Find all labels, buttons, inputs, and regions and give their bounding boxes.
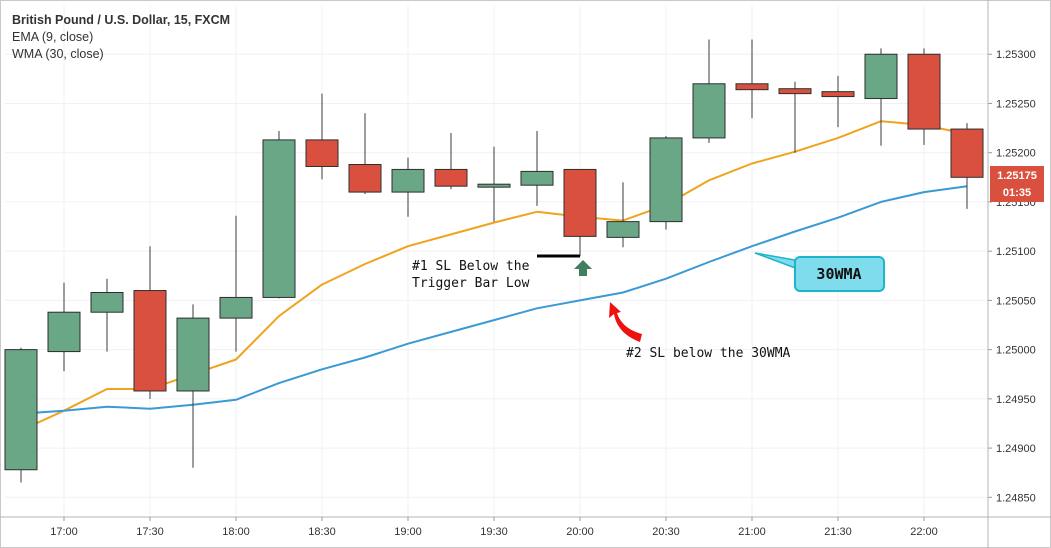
candle-body bbox=[563, 168, 597, 237]
symbol-title: British Pound / U.S. Dollar, 15, FXCM bbox=[12, 13, 231, 27]
candle-body bbox=[649, 137, 683, 223]
candle bbox=[348, 113, 382, 195]
candle bbox=[47, 282, 81, 372]
candle-body bbox=[864, 53, 898, 100]
candle bbox=[907, 48, 941, 145]
x-tick-label: 21:00 bbox=[738, 526, 766, 538]
candle bbox=[950, 123, 984, 209]
candle-body bbox=[133, 290, 167, 392]
y-tick-label: 1.24950 bbox=[996, 394, 1036, 406]
y-tick-label: 1.24850 bbox=[996, 492, 1036, 504]
x-tick-label: 20:30 bbox=[652, 526, 680, 538]
x-tick-label: 19:30 bbox=[480, 526, 508, 538]
sl2-annotation: #2 SL below the 30WMA bbox=[626, 346, 791, 361]
current-price-tag: 1.25175 01:35 bbox=[990, 166, 1044, 202]
candle bbox=[219, 215, 253, 352]
x-tick-label: 17:30 bbox=[136, 526, 164, 538]
candle bbox=[520, 131, 554, 206]
candle bbox=[262, 131, 296, 299]
candle-body bbox=[821, 91, 855, 98]
x-tick-label: 22:00 bbox=[910, 526, 938, 538]
sl1-annotation-line1: #1 SL Below the bbox=[412, 259, 530, 274]
y-tick-label: 1.25300 bbox=[996, 49, 1036, 61]
y-tick-label: 1.25200 bbox=[996, 148, 1036, 160]
candle-body bbox=[348, 164, 382, 193]
candle bbox=[778, 81, 812, 153]
x-tick-label: 20:00 bbox=[566, 526, 594, 538]
candle-body bbox=[219, 296, 253, 319]
current-price-label: 1.25175 bbox=[997, 170, 1037, 182]
candle-body bbox=[262, 139, 296, 298]
candle-body bbox=[90, 292, 124, 313]
candle bbox=[391, 157, 425, 217]
candle-body bbox=[391, 168, 425, 193]
candle-body bbox=[4, 349, 38, 471]
candle bbox=[176, 304, 210, 468]
y-tick-label: 1.25050 bbox=[996, 295, 1036, 307]
candle bbox=[133, 246, 167, 399]
x-tick-label: 17:00 bbox=[50, 526, 78, 538]
candle-body bbox=[434, 168, 468, 187]
y-tick-label: 1.24900 bbox=[996, 443, 1036, 455]
candle bbox=[735, 39, 769, 119]
candle bbox=[864, 48, 898, 146]
y-tick-label: 1.25250 bbox=[996, 98, 1036, 110]
wma-line bbox=[20, 185, 968, 415]
wma-line-layer bbox=[20, 185, 968, 415]
green-up-arrow-icon bbox=[574, 260, 592, 276]
candle-body bbox=[950, 128, 984, 178]
chart-legend: British Pound / U.S. Dollar, 15, FXCM EM… bbox=[12, 12, 230, 63]
ema-legend-label: EMA (9, close) bbox=[12, 30, 94, 44]
candle-body bbox=[176, 317, 210, 392]
x-tick-label: 18:30 bbox=[308, 526, 336, 538]
y-tick-label: 1.25100 bbox=[996, 246, 1036, 258]
red-curved-arrow-icon bbox=[609, 302, 642, 342]
candle-body bbox=[735, 83, 769, 91]
candle bbox=[305, 93, 339, 180]
candle bbox=[649, 135, 683, 230]
x-tick-label: 21:30 bbox=[824, 526, 852, 538]
candle-body bbox=[778, 88, 812, 95]
candle bbox=[434, 133, 468, 190]
candle-body bbox=[692, 83, 726, 139]
sl1-annotation-line2: Trigger Bar Low bbox=[412, 276, 530, 291]
candle-body bbox=[520, 170, 554, 186]
wma-callout-label: 30WMA bbox=[816, 265, 861, 283]
candle-body bbox=[606, 221, 640, 238]
wma-legend-label: WMA (30, close) bbox=[12, 47, 104, 61]
candle-body bbox=[47, 311, 81, 353]
candle-body bbox=[907, 53, 941, 130]
candle bbox=[563, 168, 597, 257]
candle bbox=[692, 39, 726, 143]
x-tick-label: 18:00 bbox=[222, 526, 250, 538]
candle bbox=[821, 75, 855, 128]
candle-body bbox=[305, 139, 339, 167]
candle bbox=[90, 278, 124, 352]
y-tick-label: 1.25000 bbox=[996, 345, 1036, 357]
wma-callout: 30WMA bbox=[754, 252, 885, 292]
candle bbox=[606, 182, 640, 248]
candle bbox=[4, 347, 38, 483]
candle-body bbox=[477, 183, 511, 188]
x-tick-label: 19:00 bbox=[394, 526, 422, 538]
candle bbox=[477, 146, 511, 222]
candles-layer bbox=[4, 39, 984, 483]
bar-countdown-label: 01:35 bbox=[1003, 187, 1031, 199]
